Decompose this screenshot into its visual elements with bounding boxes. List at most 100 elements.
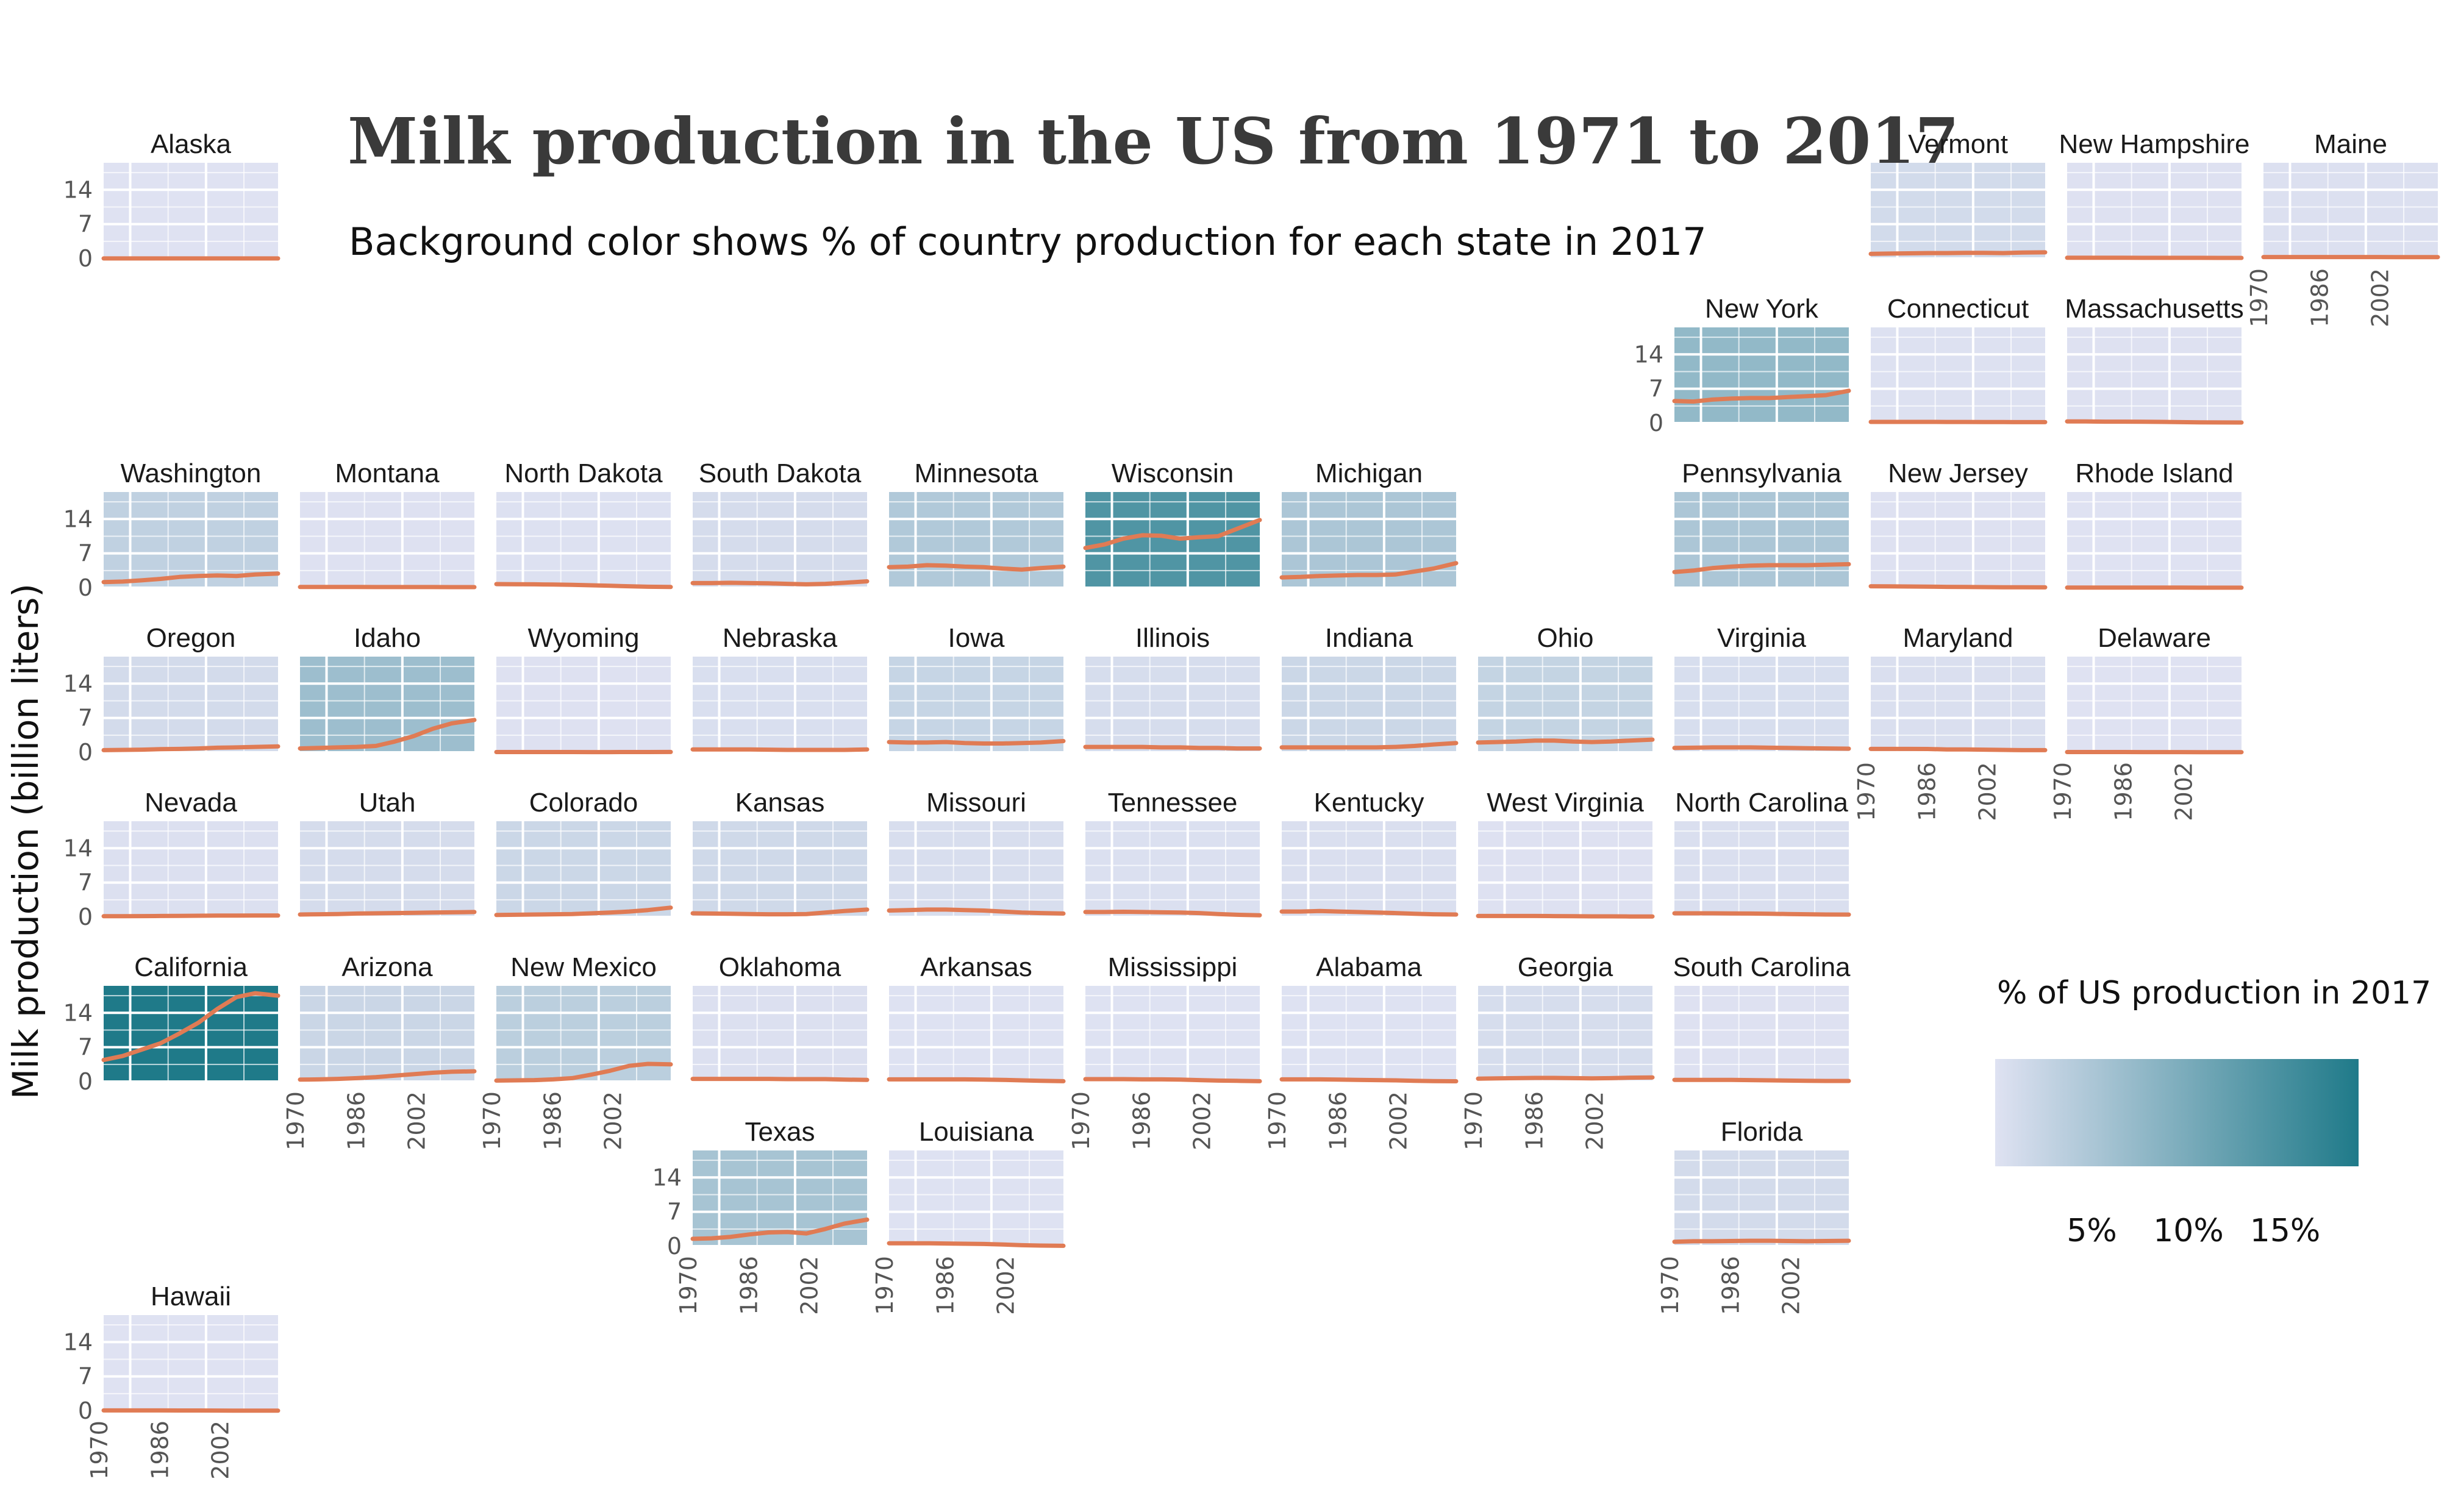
series-line-massachusetts [2065, 419, 2244, 425]
x-tick-label: 1986 [146, 1421, 173, 1480]
x-tick-label: 1970 [86, 1421, 113, 1480]
series-line-minnesota [887, 563, 1066, 572]
color-legend: % of US production in 2017 5% 10% 15% [1995, 975, 2431, 1249]
panel-label-new-mexico: New Mexico [510, 952, 657, 982]
series-line-arizona [298, 1069, 477, 1082]
series-line-new-york [1672, 388, 1851, 404]
panel-background-idaho [300, 657, 474, 752]
panel-background-maine [2263, 163, 2438, 259]
y-tick-label: 7 [78, 540, 93, 567]
panel-label-utah: Utah [359, 788, 416, 818]
panel-new-mexico: New Mexico 1970 1986 2002 [479, 952, 673, 1150]
series-line-north-dakota [494, 582, 673, 590]
x-tick-label: 2002 [1189, 1091, 1216, 1150]
panel-new-hampshire: New Hampshire [2059, 129, 2249, 260]
panel-montana: Montana [298, 458, 477, 590]
panel-label-nebraska: Nebraska [723, 623, 838, 653]
panel-arizona: Arizona 1970 1986 2002 [282, 952, 477, 1150]
panel-label-south-dakota: South Dakota [699, 458, 862, 488]
y-tick-label: 14 [63, 505, 93, 532]
series-line-iowa [887, 739, 1066, 746]
x-tick-label: 1986 [735, 1256, 762, 1315]
x-tick-label: 1986 [343, 1091, 370, 1150]
panel-label-colorado: Colorado [529, 788, 638, 818]
panel-background-tennessee [1085, 821, 1260, 917]
panel-oregon: Oregon 0 7 14 [63, 623, 280, 766]
panel-rhode-island: Rhode Island [2065, 458, 2244, 590]
panel-label-washington: Washington [121, 458, 262, 488]
panel-background-maryland [1871, 657, 2045, 752]
series-line-utah [298, 910, 477, 917]
panel-background-louisiana [889, 1150, 1063, 1246]
panel-label-virginia: Virginia [1717, 623, 1806, 653]
panel-background-utah [300, 821, 474, 917]
panel-kansas: Kansas [690, 788, 870, 918]
panel-label-vermont: Vermont [1908, 129, 2008, 159]
x-tick-label: 2002 [404, 1091, 430, 1150]
panel-georgia: Georgia 1970 1986 2002 [1460, 952, 1655, 1150]
panel-delaware: Delaware 1970 1986 2002 [2049, 623, 2244, 821]
x-tick-label: 2002 [207, 1421, 234, 1480]
x-tick-label: 1970 [1264, 1091, 1291, 1150]
panel-background-georgia [1478, 986, 1652, 1082]
y-tick-label: 7 [78, 211, 93, 238]
series-line-texas [690, 1218, 870, 1241]
x-tick-label: 2002 [1582, 1091, 1609, 1150]
panel-background-arizona [300, 986, 474, 1082]
panel-alabama: Alabama 1970 1986 2002 [1264, 952, 1459, 1150]
panel-ohio: Ohio [1476, 623, 1655, 754]
x-tick-label: 2002 [1974, 762, 2001, 821]
series-line-new-jersey [1868, 584, 2048, 590]
panel-label-arkansas: Arkansas [920, 952, 1032, 982]
panel-background-north-dakota [496, 492, 671, 588]
panel-minnesota: Minnesota [887, 458, 1066, 589]
panel-label-michigan: Michigan [1315, 458, 1423, 488]
series-line-south-carolina [1672, 1077, 1851, 1083]
y-tick-label: 14 [63, 835, 93, 861]
panel-label-iowa: Iowa [948, 623, 1005, 653]
panel-background-vermont [1871, 163, 2045, 259]
y-tick-label: 14 [652, 1164, 682, 1191]
legend-title: % of US production in 2017 [1997, 975, 2431, 1011]
panel-label-minnesota: Minnesota [914, 458, 1038, 488]
panel-washington: Washington 0 7 14 [63, 458, 280, 601]
panel-arkansas: Arkansas [887, 952, 1066, 1083]
panel-label-connecticut: Connecticut [1887, 294, 2029, 324]
panel-new-jersey: New Jersey [1868, 458, 2048, 590]
x-tick-label: 1986 [1521, 1091, 1548, 1150]
panel-background-south-dakota [693, 492, 867, 588]
panel-utah: Utah [298, 788, 477, 918]
x-tick-label: 1970 [479, 1091, 505, 1150]
panel-background-missouri [889, 821, 1063, 917]
y-tick-label: 7 [78, 1363, 93, 1390]
series-line-kentucky [1279, 908, 1459, 917]
panel-label-maine: Maine [2314, 129, 2387, 159]
panel-label-south-carolina: South Carolina [1673, 952, 1851, 982]
panel-label-texas: Texas [745, 1117, 815, 1147]
series-line-mississippi [1083, 1077, 1262, 1083]
y-tick-label: 14 [1634, 341, 1663, 368]
panel-label-rhode-island: Rhode Island [2075, 458, 2233, 488]
series-line-michigan [1279, 561, 1459, 580]
y-tick-label: 0 [78, 245, 93, 272]
series-line-north-carolina [1672, 911, 1851, 917]
panel-tennessee: Tennessee [1083, 788, 1262, 918]
series-line-alabama [1279, 1077, 1459, 1083]
x-tick-label: 1970 [1657, 1256, 1684, 1315]
panel-background-kentucky [1282, 821, 1456, 917]
panel-background-west-virginia [1478, 821, 1652, 917]
panel-label-wyoming: Wyoming [528, 623, 640, 653]
panel-south-dakota: South Dakota [690, 458, 870, 589]
y-tick-label: 7 [78, 705, 93, 732]
series-line-tennessee [1083, 910, 1262, 918]
y-tick-label: 14 [63, 670, 93, 697]
panel-label-louisiana: Louisiana [919, 1117, 1034, 1147]
y-tick-label: 7 [1649, 376, 1663, 402]
legend-colorbar [1995, 1059, 2359, 1166]
panel-louisiana: Louisiana 1970 1986 2002 [871, 1117, 1066, 1315]
y-tick-label: 14 [63, 999, 93, 1026]
panel-mississippi: Mississippi 1970 1986 2002 [1068, 952, 1262, 1150]
chart-title: Milk production in the US from 1971 to 2… [348, 104, 1959, 179]
x-tick-label: 2002 [2367, 268, 2394, 327]
series-line-oregon [101, 744, 280, 752]
